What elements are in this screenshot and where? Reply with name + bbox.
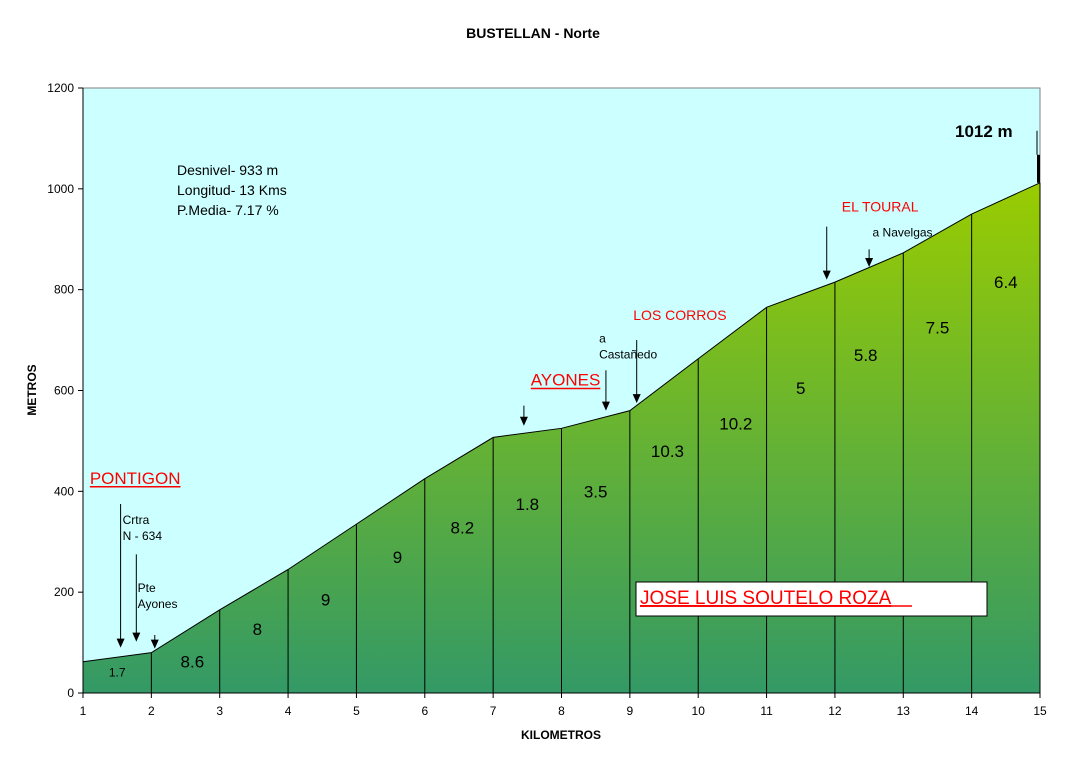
x-tick-label: 7 (490, 704, 497, 718)
x-tick-label: 9 (627, 704, 634, 718)
author-box-frame (635, 581, 988, 617)
y-tick-label: 1000 (47, 182, 74, 196)
place-label: LOS CORROS (633, 307, 726, 323)
arrow-head (150, 639, 159, 649)
gradient-labels: 1.7 8.6 8 9 9 8.2 1.8 3.5 10.3 10.2 5 5.8 7.5 6.4 (109, 273, 1018, 679)
arrow-head (601, 401, 610, 411)
gradient-label: 9 (393, 548, 402, 567)
note-label: Ayones (138, 597, 178, 611)
y-tick-label: 1200 (47, 81, 74, 95)
axes: 1 2 3 4 5 6 7 8 9 10 11 12 13 14 150200400600800100012… (47, 81, 1047, 718)
arrow-head (116, 638, 125, 648)
x-tick-label: 5 (353, 704, 360, 718)
stats-block: Desnivel- 933 m Longitud- 13 Kms P.Media… (177, 162, 287, 218)
note-label: a Navelgas (873, 226, 933, 240)
place-label: PONTIGON (90, 469, 181, 488)
x-tick-label: 2 (148, 704, 155, 718)
gradient-label: 5.8 (854, 346, 878, 365)
summit-label: 1012 m (955, 122, 1013, 141)
stat-longitud: Longitud- 13 Kms (177, 182, 287, 198)
note-label: Pte (138, 581, 156, 595)
annotations: PONTIGON AYONES LOS CORROS EL TOURAL Crtra N … (89, 199, 933, 649)
arrow-head (865, 257, 874, 267)
place-label: AYONES (531, 370, 601, 389)
stat-pendiente: P.Media- 7.17 % (177, 202, 279, 218)
chart-title: BUSTELLAN - Norte (466, 25, 600, 41)
y-axis-title: METROS (25, 364, 39, 415)
gradient-label: 8.6 (181, 653, 205, 672)
x-axis-title: KILOMETROS (521, 728, 601, 742)
note-label: Crtra (123, 513, 150, 527)
y-tick-label: 800 (54, 283, 74, 297)
x-tick-label: 10 (692, 704, 706, 718)
x-tick-label: 3 (216, 704, 223, 718)
x-tick-label: 12 (828, 704, 842, 718)
note-label: a (599, 332, 606, 346)
gradient-label: 9 (321, 591, 330, 610)
y-tick-label: 0 (67, 686, 74, 700)
arrow-head (632, 394, 641, 404)
profile-line (82, 182, 1041, 663)
arrow-head (519, 416, 528, 426)
x-tick-label: 8 (558, 704, 565, 718)
gradient-label: 1.8 (516, 495, 540, 514)
x-tick-label: 11 (760, 704, 773, 718)
gradient-label: 3.5 (584, 482, 608, 501)
note-label: Castañedo (599, 348, 657, 362)
x-tick-label: 6 (421, 704, 428, 718)
x-tick-label: 14 (965, 704, 979, 718)
y-tick-label: 400 (54, 484, 74, 498)
author-label: JOSE LUIS SOUTELO ROZA (640, 588, 892, 609)
x-tick-label: 15 (1033, 704, 1047, 718)
gradient-label: 8 (253, 620, 262, 639)
x-tick-label: 4 (285, 704, 292, 718)
y-tick-label: 200 (54, 585, 74, 599)
terrain-layer (82, 130, 1041, 694)
gradient-label: 10.3 (651, 442, 684, 461)
gradient-label: 7.5 (926, 318, 950, 337)
gradient-label: 1.7 (109, 665, 126, 679)
gradient-label: 8.2 (451, 519, 475, 538)
stat-desnivel: Desnivel- 933 m (177, 162, 278, 178)
gradient-label: 10.2 (719, 414, 752, 433)
x-tick-label: 1 (80, 704, 87, 718)
x-tick-label: 13 (897, 704, 911, 718)
author-box: JOSE LUIS SOUTELO ROZA (635, 581, 988, 617)
summit-marker (1037, 154, 1040, 183)
place-label: EL TOURAL (842, 199, 919, 215)
gradient-label: 6.4 (994, 273, 1018, 292)
note-label: N - 634 (123, 529, 163, 543)
arrow-head (132, 632, 141, 642)
gradient-label: 5 (796, 379, 805, 398)
arrow-head (822, 270, 831, 280)
y-tick-label: 600 (54, 384, 74, 398)
